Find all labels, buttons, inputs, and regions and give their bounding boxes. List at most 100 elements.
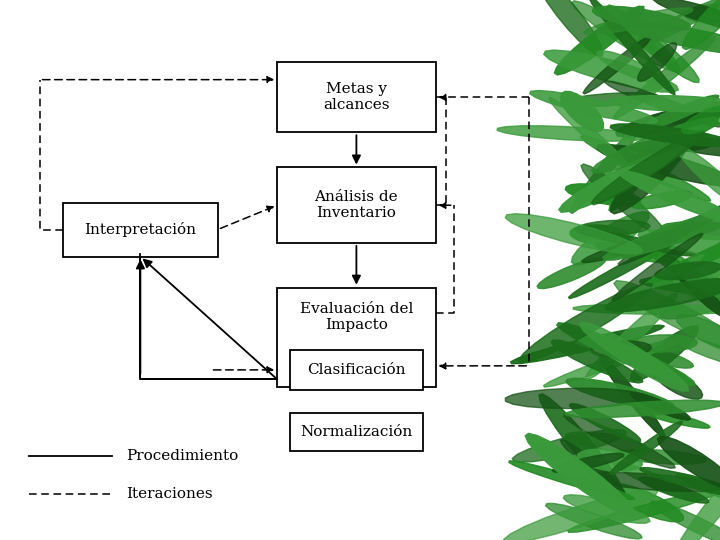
- Polygon shape: [639, 30, 680, 72]
- Polygon shape: [503, 489, 658, 540]
- Polygon shape: [544, 337, 684, 387]
- Text: Evaluación del
Impacto: Evaluación del Impacto: [300, 302, 413, 332]
- FancyBboxPatch shape: [289, 413, 423, 451]
- Polygon shape: [597, 51, 660, 83]
- Polygon shape: [585, 293, 677, 380]
- Polygon shape: [568, 490, 720, 532]
- Polygon shape: [518, 284, 652, 363]
- Polygon shape: [631, 191, 692, 209]
- Polygon shape: [526, 434, 635, 516]
- Polygon shape: [565, 400, 720, 417]
- Polygon shape: [551, 340, 643, 383]
- Polygon shape: [599, 355, 665, 438]
- Polygon shape: [627, 335, 698, 352]
- Polygon shape: [535, 0, 603, 56]
- Polygon shape: [565, 184, 641, 206]
- Polygon shape: [570, 404, 641, 442]
- Polygon shape: [595, 243, 678, 263]
- Bar: [569, 0, 720, 540]
- Polygon shape: [509, 461, 635, 500]
- Polygon shape: [676, 337, 720, 367]
- Text: Normalización: Normalización: [300, 425, 413, 439]
- Polygon shape: [561, 93, 659, 106]
- Polygon shape: [563, 495, 650, 523]
- Polygon shape: [616, 449, 707, 464]
- Polygon shape: [549, 97, 632, 171]
- Polygon shape: [641, 95, 719, 130]
- Polygon shape: [676, 474, 720, 507]
- Polygon shape: [505, 388, 644, 409]
- Polygon shape: [603, 204, 720, 260]
- Polygon shape: [560, 440, 625, 494]
- FancyBboxPatch shape: [277, 287, 436, 388]
- Polygon shape: [618, 198, 720, 265]
- Polygon shape: [582, 227, 693, 262]
- Polygon shape: [530, 91, 658, 123]
- Polygon shape: [631, 326, 698, 381]
- Polygon shape: [609, 151, 661, 211]
- Polygon shape: [569, 238, 680, 299]
- Polygon shape: [606, 5, 699, 83]
- Polygon shape: [609, 96, 720, 112]
- Polygon shape: [639, 477, 708, 503]
- Text: Análisis de
Inventario: Análisis de Inventario: [315, 190, 398, 220]
- Polygon shape: [663, 254, 720, 318]
- Polygon shape: [652, 236, 719, 310]
- Polygon shape: [597, 144, 720, 186]
- Polygon shape: [672, 96, 720, 124]
- Polygon shape: [580, 136, 711, 201]
- Polygon shape: [565, 432, 647, 452]
- Polygon shape: [657, 436, 720, 490]
- Polygon shape: [591, 131, 704, 205]
- Polygon shape: [655, 262, 720, 280]
- Polygon shape: [584, 8, 693, 35]
- Polygon shape: [552, 453, 624, 472]
- Polygon shape: [559, 149, 678, 212]
- Polygon shape: [685, 4, 720, 22]
- Polygon shape: [613, 36, 716, 119]
- Polygon shape: [573, 304, 720, 314]
- Polygon shape: [614, 333, 662, 379]
- Polygon shape: [654, 368, 703, 399]
- Polygon shape: [639, 280, 720, 304]
- Polygon shape: [537, 258, 606, 288]
- Polygon shape: [572, 212, 649, 265]
- Polygon shape: [630, 139, 714, 153]
- Polygon shape: [591, 117, 719, 173]
- Polygon shape: [583, 36, 651, 94]
- Polygon shape: [577, 449, 642, 471]
- Polygon shape: [660, 289, 720, 319]
- Polygon shape: [560, 91, 603, 132]
- Polygon shape: [638, 43, 677, 82]
- Polygon shape: [605, 80, 720, 127]
- Polygon shape: [634, 134, 708, 162]
- Polygon shape: [659, 251, 720, 315]
- Polygon shape: [510, 325, 665, 364]
- FancyBboxPatch shape: [289, 350, 423, 390]
- Polygon shape: [583, 472, 720, 491]
- Polygon shape: [557, 323, 696, 386]
- Polygon shape: [612, 461, 698, 501]
- Text: Procedimiento: Procedimiento: [126, 449, 238, 463]
- Polygon shape: [606, 483, 683, 522]
- Polygon shape: [611, 136, 690, 214]
- Polygon shape: [570, 225, 631, 245]
- Text: Interpretación: Interpretación: [84, 222, 197, 237]
- Polygon shape: [618, 171, 720, 223]
- Polygon shape: [577, 229, 697, 256]
- Polygon shape: [612, 233, 703, 301]
- Polygon shape: [675, 315, 720, 355]
- FancyBboxPatch shape: [277, 62, 436, 132]
- Polygon shape: [638, 230, 720, 256]
- Polygon shape: [641, 409, 710, 428]
- Polygon shape: [593, 6, 690, 31]
- Polygon shape: [580, 322, 688, 391]
- Polygon shape: [575, 220, 650, 235]
- Polygon shape: [546, 503, 642, 539]
- FancyBboxPatch shape: [277, 167, 436, 243]
- Polygon shape: [505, 214, 643, 254]
- Polygon shape: [513, 429, 627, 462]
- Polygon shape: [616, 102, 720, 137]
- Polygon shape: [610, 19, 720, 57]
- Polygon shape: [630, 393, 690, 420]
